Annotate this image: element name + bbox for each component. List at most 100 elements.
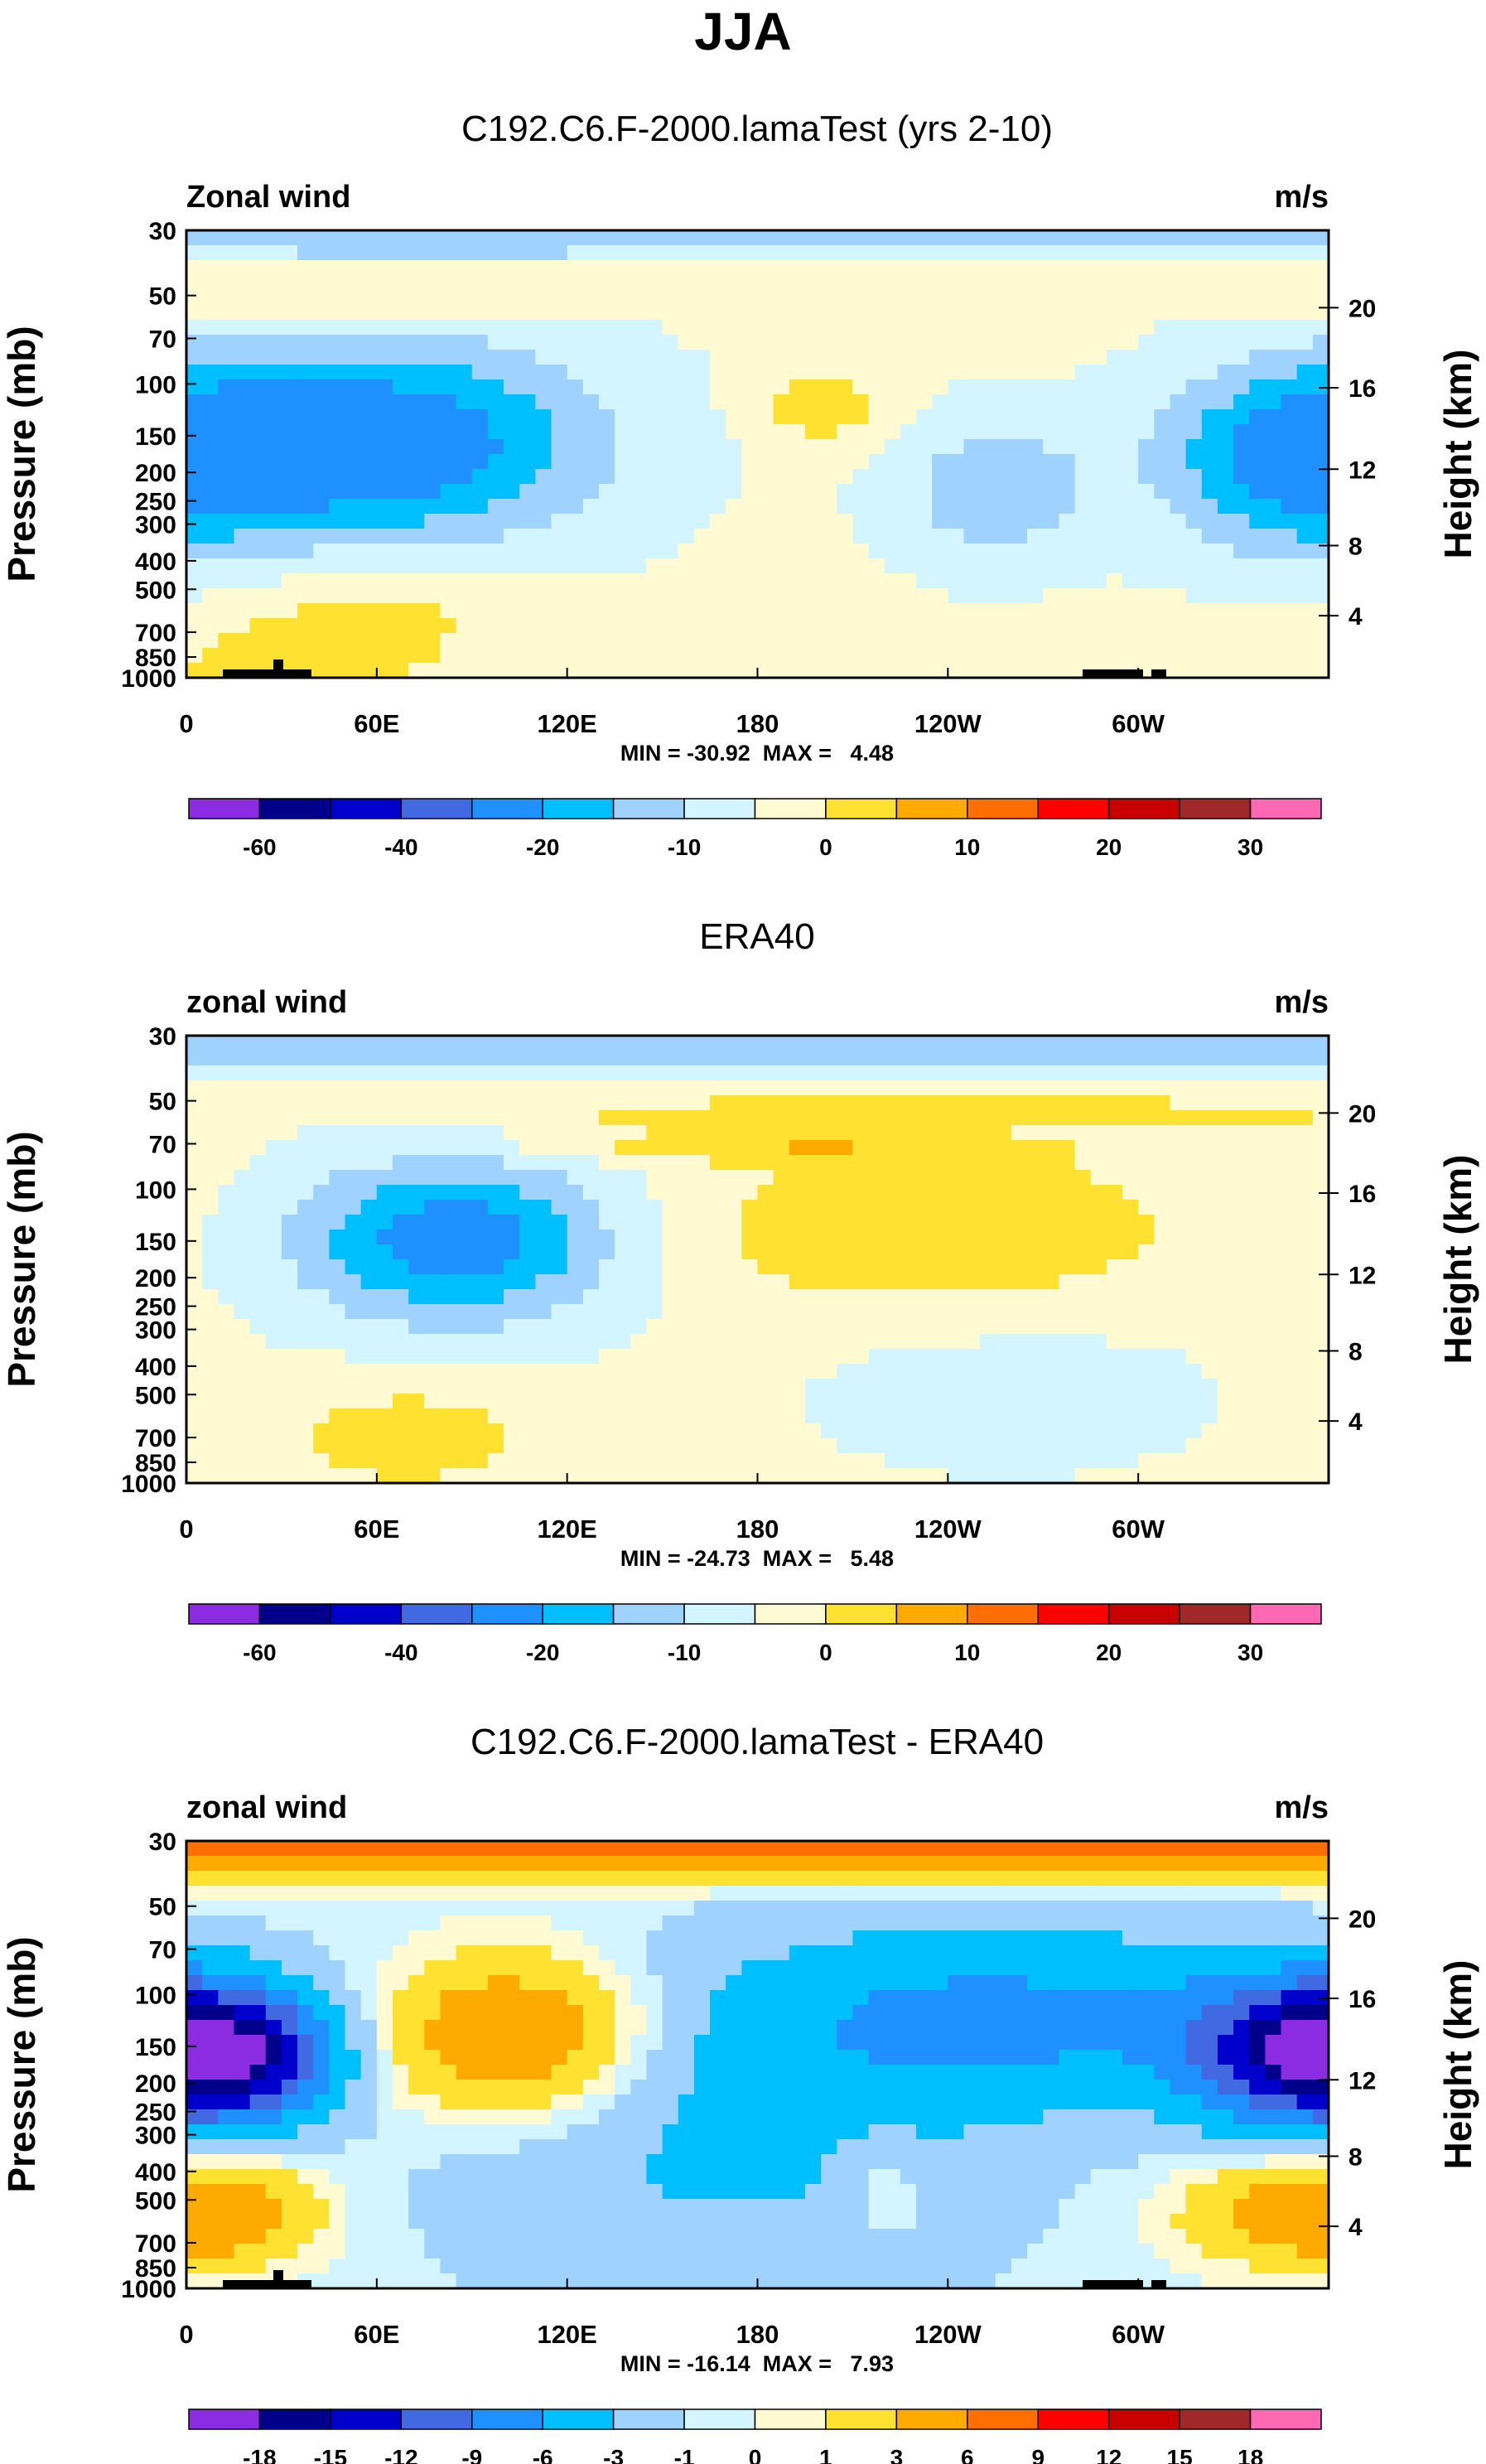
field-cell bbox=[1011, 1438, 1028, 1454]
field-cell bbox=[678, 1408, 695, 1424]
field-cell bbox=[234, 544, 251, 559]
field-cell bbox=[487, 320, 504, 336]
field-cell bbox=[789, 1170, 806, 1186]
field-cell bbox=[1201, 1304, 1218, 1320]
field-cell bbox=[1122, 1916, 1139, 1931]
field-cell bbox=[234, 1334, 251, 1350]
field-cell bbox=[345, 618, 362, 634]
field-cell bbox=[392, 1170, 409, 1186]
field-cell bbox=[265, 1856, 282, 1872]
field-cell bbox=[535, 1394, 552, 1409]
field-cell bbox=[392, 1289, 409, 1305]
field-cell bbox=[582, 1289, 600, 1305]
field-cell bbox=[1265, 365, 1282, 380]
field-cell bbox=[281, 1230, 298, 1245]
field-cell bbox=[821, 439, 837, 455]
field-cell bbox=[757, 439, 774, 455]
y-tick-label: 400 bbox=[135, 1354, 176, 1381]
field-cell bbox=[535, 230, 552, 246]
field-cell bbox=[1296, 663, 1314, 679]
field-cell bbox=[1011, 633, 1028, 649]
field-cell bbox=[1059, 1170, 1076, 1186]
field-cell bbox=[456, 1230, 473, 1245]
field-cell bbox=[852, 1408, 870, 1424]
field-cell bbox=[884, 365, 901, 380]
field-cell bbox=[1312, 1289, 1329, 1305]
field-cell bbox=[710, 454, 726, 470]
field-cell bbox=[710, 1036, 726, 1051]
field-cell bbox=[995, 603, 1012, 619]
field-cell bbox=[598, 1856, 615, 1872]
field-cell bbox=[329, 1871, 346, 1887]
field-cell bbox=[376, 1886, 393, 1901]
field-cell bbox=[408, 544, 425, 559]
field-cell bbox=[218, 558, 235, 574]
field-cell bbox=[329, 394, 346, 410]
field-cell bbox=[1217, 1095, 1234, 1111]
field-cell bbox=[868, 1856, 885, 1872]
field-cell bbox=[1043, 1230, 1059, 1245]
field-cell bbox=[1265, 1200, 1282, 1215]
field-cell bbox=[234, 1289, 251, 1305]
field-cell bbox=[916, 529, 933, 544]
field-cell bbox=[963, 469, 981, 485]
field-cell bbox=[1043, 1871, 1059, 1887]
field-cell bbox=[186, 1230, 203, 1245]
field-cell bbox=[693, 1065, 711, 1081]
field-cell bbox=[1090, 573, 1107, 589]
field-cell bbox=[773, 588, 790, 604]
field-cell bbox=[1074, 1155, 1092, 1171]
field-cell bbox=[281, 469, 298, 485]
field-cell bbox=[440, 1140, 457, 1156]
field-cell bbox=[1138, 1200, 1155, 1215]
field-cell bbox=[535, 1200, 552, 1215]
field-cell bbox=[440, 439, 457, 455]
field-cell bbox=[567, 618, 584, 634]
field-cell bbox=[504, 573, 520, 589]
field-cell bbox=[582, 394, 600, 410]
field-cell bbox=[884, 394, 901, 410]
field-cell bbox=[963, 663, 981, 679]
field-cell bbox=[1185, 1215, 1203, 1230]
field-cell bbox=[297, 1841, 314, 1857]
field-cell bbox=[1043, 1408, 1059, 1424]
field-cell bbox=[281, 648, 298, 664]
field-cell bbox=[313, 320, 330, 336]
field-cell bbox=[1043, 1334, 1059, 1350]
field-cell bbox=[297, 439, 314, 455]
field-cell bbox=[186, 1319, 203, 1335]
field-cell bbox=[646, 1334, 663, 1350]
field-cell bbox=[360, 1230, 378, 1245]
field-cell bbox=[979, 290, 996, 306]
field-cell bbox=[1170, 618, 1187, 634]
field-cell bbox=[789, 1394, 806, 1409]
field-cell bbox=[1185, 320, 1203, 336]
field-cell bbox=[1217, 648, 1234, 664]
field-cell bbox=[1027, 1274, 1044, 1290]
field-cell bbox=[408, 1185, 425, 1201]
field-cell bbox=[440, 1841, 457, 1857]
field-cell bbox=[408, 588, 425, 604]
field-cell bbox=[804, 245, 822, 261]
field-cell bbox=[1170, 409, 1187, 425]
field-cell bbox=[1154, 1423, 1171, 1439]
field-cell bbox=[868, 424, 885, 440]
field-cell bbox=[1265, 1215, 1282, 1230]
field-cell bbox=[821, 648, 837, 664]
field-cell bbox=[1059, 379, 1076, 395]
field-cell bbox=[1281, 305, 1298, 321]
field-cell bbox=[741, 350, 759, 365]
field-cell bbox=[1043, 648, 1059, 664]
field-cell bbox=[710, 1423, 726, 1439]
field-cell bbox=[218, 1274, 235, 1290]
field-cell bbox=[646, 1453, 663, 1469]
field-cell bbox=[1090, 1319, 1107, 1335]
field-cell bbox=[1233, 1065, 1250, 1081]
field-cell bbox=[440, 1886, 457, 1901]
field-cell bbox=[504, 1125, 520, 1141]
field-cell bbox=[804, 379, 822, 395]
colorbar-swatch bbox=[967, 1603, 1040, 1625]
field-cell bbox=[630, 335, 648, 350]
field-cell bbox=[789, 290, 806, 306]
field-cell bbox=[615, 1916, 631, 1931]
